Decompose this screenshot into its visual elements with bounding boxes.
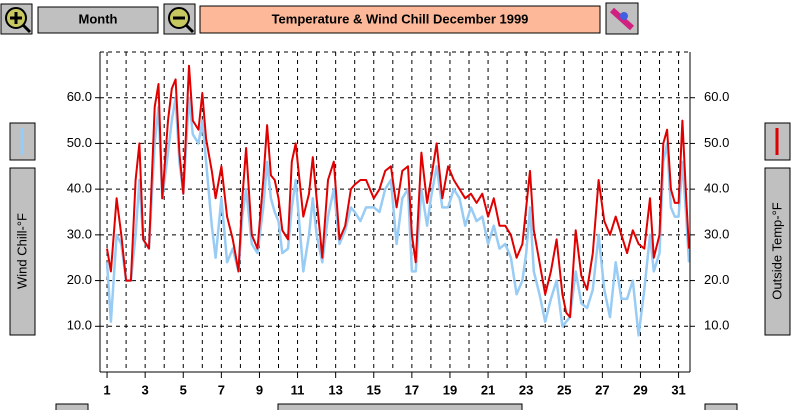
y-axis-label: Wind Chill-°F <box>14 213 29 289</box>
x-tick-label: 9 <box>256 382 263 397</box>
x-tick-label: 17 <box>405 382 419 397</box>
series-line <box>106 64 690 319</box>
y-tick-label: 20.0 <box>67 272 92 287</box>
period-button-label: Month <box>79 11 118 26</box>
y2-tick-label: 40.0 <box>704 181 729 196</box>
scroll-right[interactable] <box>704 403 738 410</box>
x-tick-label: 7 <box>218 382 225 397</box>
x-tick-label: 5 <box>180 382 187 397</box>
x-tick-label: 23 <box>519 382 533 397</box>
x-tick-label: 11 <box>291 382 305 397</box>
zoom-out-button[interactable] <box>163 3 196 35</box>
y-tick-label: 10.0 <box>67 318 92 333</box>
x-tick-label: 31 <box>671 382 685 397</box>
y-tick-label: 50.0 <box>67 135 92 150</box>
y2-tick-label: 20.0 <box>704 272 729 287</box>
y2-tick-label: 30.0 <box>704 226 729 241</box>
x-tick-label: 27 <box>595 382 609 397</box>
y2-tick-label: 10.0 <box>704 318 729 333</box>
x-tick-label: 19 <box>443 382 457 397</box>
scroll-left[interactable] <box>55 403 89 410</box>
x-tick-label: 15 <box>367 382 381 397</box>
y2-tick-label: 50.0 <box>704 135 729 150</box>
wind-chill-axis-button[interactable] <box>9 167 36 336</box>
y-tick-label: 30.0 <box>67 226 92 241</box>
temp-axis-button[interactable] <box>764 167 791 336</box>
y-tick-label: 60.0 <box>67 89 92 104</box>
y2-axis-label: Outside Temp-°F <box>769 202 784 299</box>
x-tick-label: 13 <box>328 382 342 397</box>
plot: 10.0 20.0 30.0 40.0 50.0 60.0 10.0 20.0 30.0 40.0… <box>67 51 729 397</box>
title-box <box>199 5 601 34</box>
chart-title: Temperature & Wind Chill December 1999 <box>272 11 529 26</box>
color-tool-button[interactable] <box>605 2 639 35</box>
x-tick-label: 3 <box>142 382 149 397</box>
period-button[interactable]: Month <box>37 6 159 34</box>
scroll-thumb[interactable] <box>277 403 523 410</box>
x-tick-label: 25 <box>557 382 571 397</box>
x-tick-label: 21 <box>481 382 495 397</box>
zoom-in-button[interactable] <box>0 3 33 35</box>
y2-tick-label: 60.0 <box>704 89 729 104</box>
x-tick-label: 1 <box>103 382 110 397</box>
series-line <box>105 96 691 337</box>
x-tick-label: 29 <box>633 382 647 397</box>
y-tick-label: 40.0 <box>67 181 92 196</box>
